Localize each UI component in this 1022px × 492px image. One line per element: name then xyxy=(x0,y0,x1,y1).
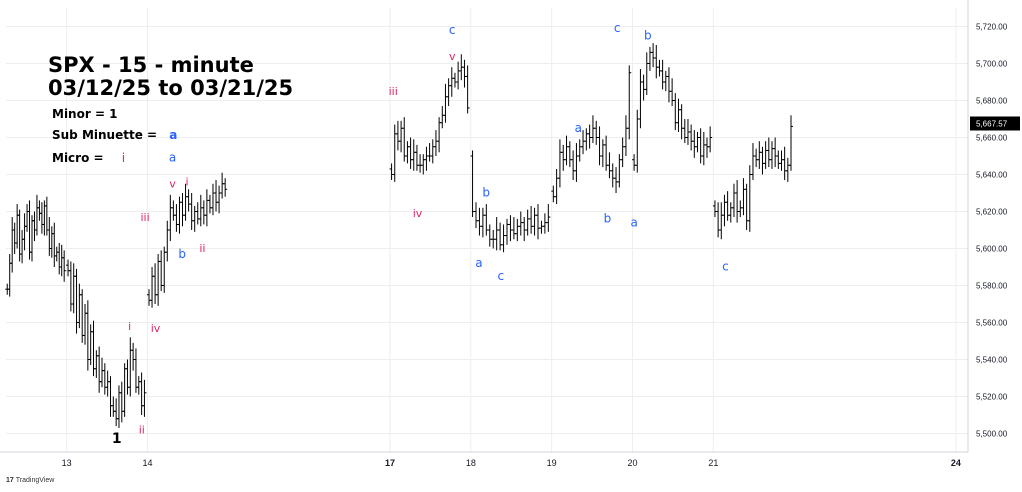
price-tick-label: 5,720.00 xyxy=(976,23,1008,32)
wave-label: i xyxy=(128,320,131,333)
price-bars xyxy=(5,43,793,428)
wave-label: a xyxy=(169,151,176,165)
price-tick-label: 5,640.00 xyxy=(976,171,1008,180)
wave-label: a xyxy=(630,215,637,229)
price-tick-label: 5,580.00 xyxy=(976,282,1008,291)
wave-label: v xyxy=(449,50,456,63)
wave-label: iv xyxy=(151,322,161,335)
wave-label: iv xyxy=(413,207,423,220)
wave-label: c xyxy=(722,260,729,274)
tv-logo-icon: 17 xyxy=(6,477,14,484)
time-tick-label: 17 xyxy=(385,458,395,468)
legend-sub-minuette: Sub Minuette = a xyxy=(52,128,177,142)
wave-label: b xyxy=(604,212,612,226)
price-tick-label: 5,680.00 xyxy=(976,97,1008,106)
wave-label: a xyxy=(575,121,582,135)
wave-label: iii xyxy=(140,211,149,224)
time-tick-label: 18 xyxy=(466,458,476,468)
price-tick-label: 5,660.00 xyxy=(976,134,1008,143)
wave-label: 1 xyxy=(112,431,122,447)
wave-label: c xyxy=(614,21,621,35)
legend-sub-minuette-label: Sub Minuette = xyxy=(52,128,158,142)
price-tick-label: 5,540.00 xyxy=(976,356,1008,365)
title-line-2: 03/12/25 to 03/21/25 xyxy=(48,76,294,100)
wave-label: ii xyxy=(199,242,205,255)
legend-micro: Micro = i xyxy=(52,151,125,165)
tradingview-logo[interactable]: 17 TradingView xyxy=(6,477,54,484)
price-tick-label: 5,500.00 xyxy=(976,430,1008,439)
time-tick-label: 20 xyxy=(628,458,638,468)
current-price-label: 5,667.57 xyxy=(976,119,1008,128)
legend-minor: Minor = 1 xyxy=(52,107,118,121)
price-tick-label: 5,560.00 xyxy=(976,319,1008,328)
time-tick-label: 19 xyxy=(547,458,557,468)
grid-lines xyxy=(6,8,968,452)
wave-label: ii xyxy=(139,424,145,437)
axes: 5,500.00 5,520.00 5,540.00 5,560.00 5,580.00… xyxy=(0,0,1020,468)
current-price-tag xyxy=(970,116,1020,131)
wave-label: v xyxy=(169,177,176,190)
title-line-1: SPX - 15 - minute xyxy=(48,53,254,77)
price-tick-label: 5,700.00 xyxy=(976,60,1008,69)
legend-micro-mark: i xyxy=(121,151,126,165)
wave-label: b xyxy=(644,28,652,42)
time-tick-label: 24 xyxy=(951,458,961,468)
legend-micro-label: Micro = xyxy=(52,151,104,165)
wave-label: b xyxy=(482,186,490,200)
price-tick-label: 5,600.00 xyxy=(976,245,1008,254)
wave-label: c xyxy=(449,23,456,37)
legend-sub-minuette-mark: a xyxy=(169,128,178,142)
price-tick-label: 5,620.00 xyxy=(976,208,1008,217)
wave-label: c xyxy=(497,269,504,283)
branding-text: TradingView xyxy=(15,477,55,484)
wave-label: iii xyxy=(389,85,398,98)
wave-label: a xyxy=(475,256,482,270)
price-tick-label: 5,520.00 xyxy=(976,393,1008,402)
time-tick-label: 21 xyxy=(708,458,718,468)
time-tick-label: 14 xyxy=(142,458,152,468)
wave-label: b xyxy=(178,247,186,261)
time-tick-label: 13 xyxy=(62,458,72,468)
chart-title: SPX - 15 - minute 03/12/25 to 03/21/25 xyxy=(48,54,293,100)
wave-label: i xyxy=(186,176,189,189)
